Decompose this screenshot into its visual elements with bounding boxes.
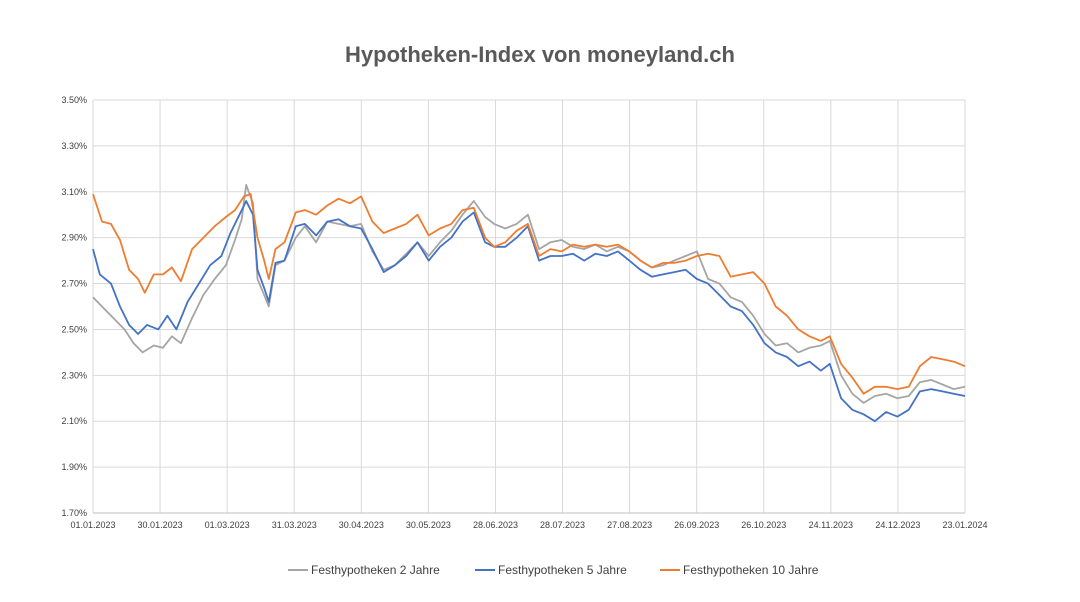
x-tick-label: 30.01.2023 [138, 520, 183, 530]
axes: 1.70% 1.90% 2.10% 2.30% 2.50% 2.70% 2.90% 3.10%… [61, 95, 987, 530]
y-tick-label: 1.90% [61, 462, 87, 472]
x-tick-label: 31.03.2023 [272, 520, 317, 530]
legend: Festhypotheken 2 Jahre Festhypotheken 5 J… [288, 563, 819, 577]
series-lines [92, 184, 966, 423]
y-tick-label: 3.10% [61, 187, 87, 197]
y-tick-label: 1.70% [61, 508, 87, 518]
x-tick-label: 23.01.2024 [942, 520, 987, 530]
legend-label: Festhypotheken 2 Jahre [311, 563, 440, 577]
x-tick-label: 26.09.2023 [674, 520, 719, 530]
x-tick-label: 24.12.2023 [875, 520, 920, 530]
y-tick-label: 2.70% [61, 279, 87, 289]
y-tick-label: 2.10% [61, 416, 87, 426]
legend-label: Festhypotheken 10 Jahre [683, 563, 819, 577]
y-tick-label: 2.30% [61, 370, 87, 380]
series-line-2 [92, 200, 966, 423]
x-tick-label: 28.06.2023 [473, 520, 518, 530]
series-line-1 [92, 184, 966, 404]
y-tick-label: 2.90% [61, 233, 87, 243]
y-tick-label: 3.30% [61, 141, 87, 151]
grid-lines [92, 99, 966, 514]
y-tick-label: 2.50% [61, 324, 87, 334]
x-tick-label: 01.03.2023 [205, 520, 250, 530]
x-tick-label: 27.08.2023 [607, 520, 652, 530]
x-tick-label: 24.11.2023 [809, 520, 853, 530]
chart-title: Hypotheken-Index von moneyland.ch [345, 42, 735, 67]
x-tick-label: 01.01.2023 [70, 520, 115, 530]
series-line-3 [92, 193, 966, 395]
x-tick-label: 30.05.2023 [406, 520, 451, 530]
x-tick-label: 30.04.2023 [339, 520, 384, 530]
x-tick-label: 28.07.2023 [540, 520, 585, 530]
y-tick-label: 3.50% [61, 95, 87, 105]
x-tick-label: 26.10.2023 [741, 520, 786, 530]
legend-label: Festhypotheken 5 Jahre [498, 563, 627, 577]
